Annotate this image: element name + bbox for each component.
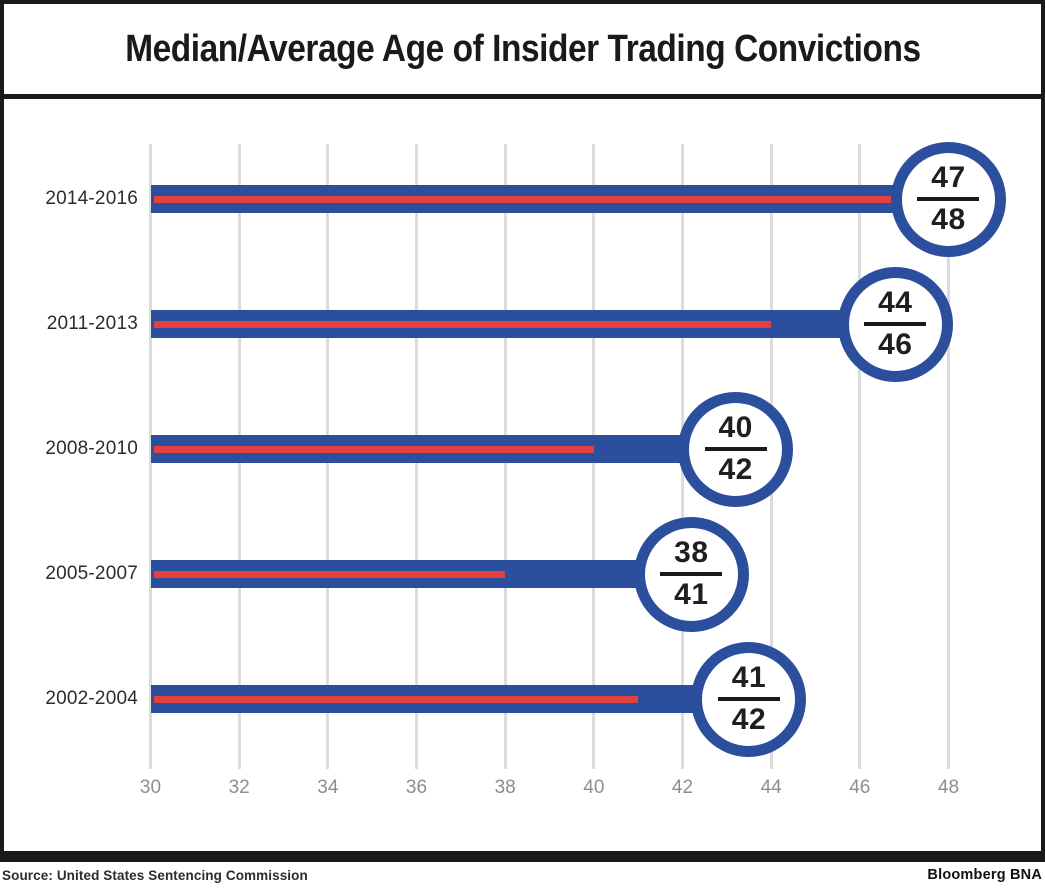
category-label: 2014-2016 [45,188,138,209]
source-note: Source: United States Sentencing Commiss… [2,868,308,883]
category-label: 2008-2010 [45,438,138,459]
value-badge: 47 48 [890,141,1006,257]
median-bar [153,696,639,703]
value-badge: 41 42 [691,641,807,757]
gridline [946,144,950,769]
median-value: 47 [931,161,966,194]
average-value: 42 [718,453,753,486]
value-badge: 40 42 [678,391,794,507]
average-value: 41 [674,578,709,611]
chart-title: Median/Average Age of Insider Trading Co… [124,27,921,70]
category-label: 2002-2004 [45,688,138,709]
x-axis-label: 30 [139,777,162,798]
fraction-divider [660,572,723,576]
chart-frame: Median/Average Age of Insider Trading Co… [0,0,1045,862]
fraction-divider [704,447,767,451]
median-value: 41 [731,661,767,694]
plot-area: 30 32 34 36 38 40 42 44 46 48 2014-2016 47 48 2011-20… [4,4,1045,866]
value-badge: 38 41 [633,516,749,632]
x-axis-label: 48 [937,777,960,798]
fraction-divider [864,322,927,326]
x-axis-label: 44 [760,777,782,798]
median-bar [153,446,594,453]
median-value: 44 [878,286,913,319]
category-label: 2005-2007 [45,563,138,584]
fraction-divider [717,697,780,701]
title-bar: Median/Average Age of Insider Trading Co… [4,4,1041,99]
fraction-divider [917,197,980,201]
gridline [858,144,862,769]
category-label: 2011-2013 [46,313,138,334]
value-badge: 44 46 [837,266,953,382]
average-value: 48 [931,203,966,236]
median-value: 40 [718,411,753,444]
x-axis-label: 36 [405,777,428,798]
average-value: 46 [878,328,913,361]
x-axis-label: 34 [317,777,339,798]
footer: Source: United States Sentencing Commiss… [0,866,1045,889]
x-axis-label: 38 [494,777,516,798]
bloomberg-bna-logo: Bloomberg BNA [927,867,1042,883]
x-axis-label: 42 [671,777,694,798]
average-value: 42 [731,703,767,736]
median-bar [153,571,506,578]
x-axis-label: 40 [583,777,605,798]
x-axis-label: 32 [228,777,250,798]
median-bar [153,196,905,203]
median-bar [153,321,772,328]
median-value: 38 [674,536,709,569]
x-axis-label: 46 [849,777,871,798]
